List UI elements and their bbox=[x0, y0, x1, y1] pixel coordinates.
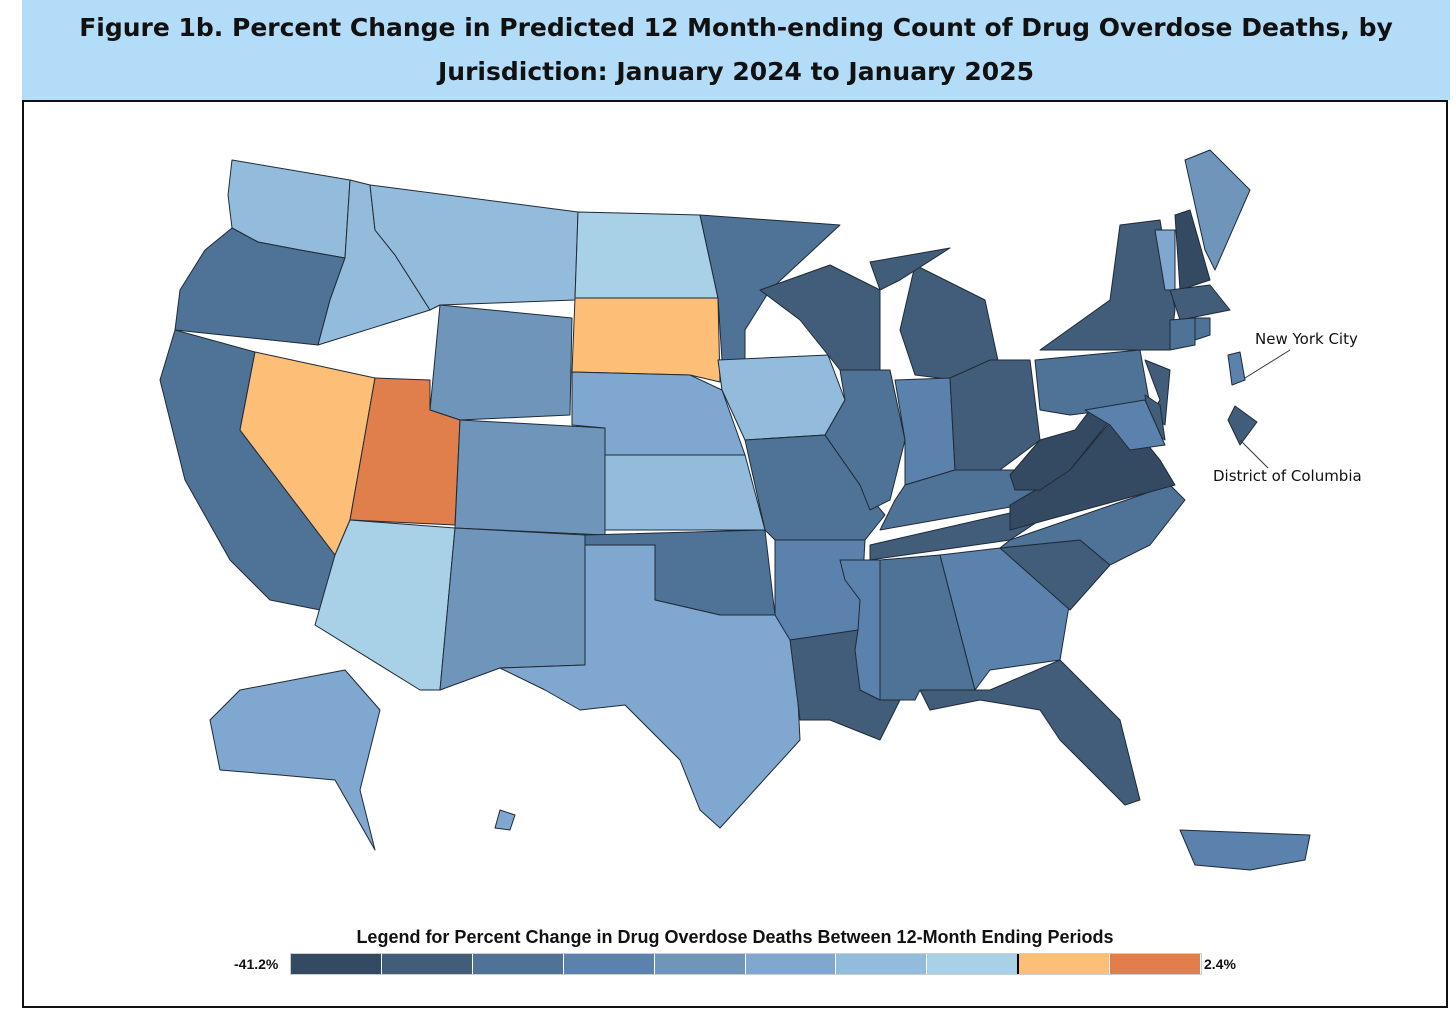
jurisdiction-in bbox=[894, 377, 956, 486]
legend-max-label: 2.4% bbox=[1204, 956, 1236, 972]
jurisdiction-il bbox=[824, 369, 906, 511]
jurisdiction-wy bbox=[429, 304, 573, 421]
jurisdiction-ar bbox=[774, 539, 866, 641]
jurisdiction-me bbox=[1184, 149, 1251, 271]
jurisdiction-nc bbox=[999, 484, 1186, 566]
jurisdiction-co bbox=[454, 419, 606, 536]
map-frame bbox=[22, 100, 1448, 1008]
nyc-label: New York City bbox=[1255, 330, 1358, 348]
jurisdiction-mi bbox=[869, 247, 951, 291]
jurisdiction-sd bbox=[571, 297, 721, 383]
jurisdiction-nh bbox=[1174, 209, 1211, 291]
legend-swatch-8 bbox=[1019, 954, 1111, 974]
figure-title-bar: Figure 1b. Percent Change in Predicted 1… bbox=[22, 0, 1450, 100]
jurisdiction-fl bbox=[919, 659, 1141, 806]
jurisdiction-ak bbox=[209, 669, 381, 851]
jurisdiction-ri bbox=[1194, 317, 1211, 341]
dc-label: District of Columbia bbox=[1213, 467, 1362, 485]
jurisdiction-oh bbox=[949, 359, 1041, 471]
legend-swatch-5 bbox=[745, 954, 837, 974]
legend-title: Legend for Percent Change in Drug Overdo… bbox=[356, 927, 1114, 947]
legend-swatch-4 bbox=[654, 954, 746, 974]
jurisdiction-ia bbox=[717, 354, 846, 441]
jurisdiction-nd bbox=[574, 211, 719, 299]
legend-swatch-1 bbox=[381, 954, 473, 974]
jurisdiction-pr bbox=[1179, 829, 1311, 871]
jurisdiction-dc bbox=[1227, 405, 1258, 446]
legend-swatch-3 bbox=[563, 954, 655, 974]
legend-min-label: -41.2% bbox=[234, 956, 279, 972]
jurisdiction-nyc bbox=[1227, 351, 1246, 386]
jurisdiction-ct bbox=[1169, 317, 1196, 351]
dc-leader-line bbox=[1239, 439, 1269, 469]
legend-color-scale bbox=[290, 953, 1202, 975]
jurisdiction-ny bbox=[1039, 219, 1176, 351]
nyc-leader-line bbox=[1244, 349, 1291, 379]
legend-swatch-7 bbox=[927, 954, 1020, 974]
jurisdiction-hi bbox=[494, 809, 516, 831]
legend-swatch-9 bbox=[1110, 954, 1202, 974]
legend-swatch-6 bbox=[836, 954, 928, 974]
figure-title: Figure 1b. Percent Change in Predicted 1… bbox=[79, 13, 1393, 86]
jurisdiction-ks bbox=[604, 454, 766, 531]
jurisdiction-tx bbox=[499, 544, 801, 829]
jurisdiction-ma bbox=[1169, 284, 1231, 321]
jurisdiction-md bbox=[1084, 399, 1166, 451]
legend-swatch-0 bbox=[291, 954, 382, 974]
legend-swatch-2 bbox=[472, 954, 564, 974]
